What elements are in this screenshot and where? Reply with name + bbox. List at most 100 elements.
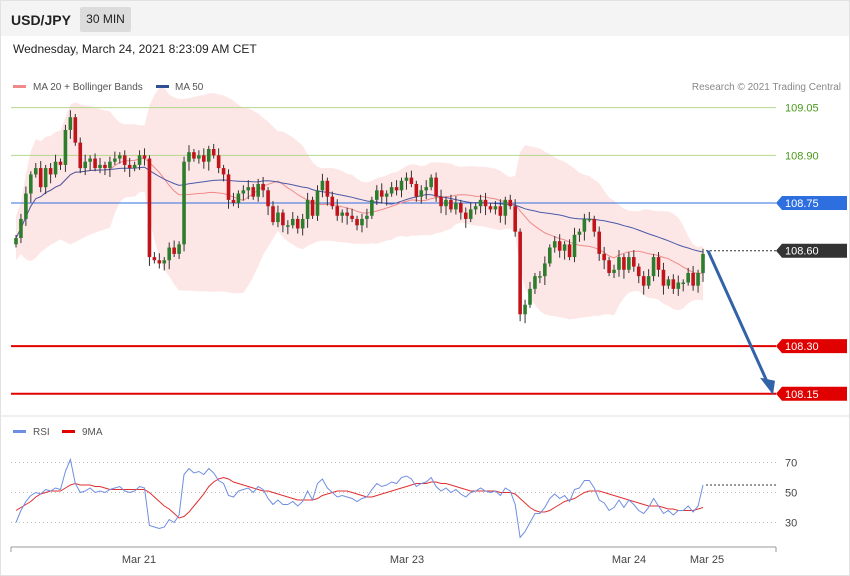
candle-body <box>251 187 256 197</box>
candle <box>552 236 557 253</box>
candle <box>53 154 58 178</box>
candle <box>676 275 681 296</box>
candle <box>142 148 147 166</box>
candle <box>162 257 167 271</box>
levels-layer: 109.05 108.90 108.75 108.60 108.30 108.15 <box>11 103 847 401</box>
candle-body <box>572 234 577 258</box>
time-tick-label: Mar 21 <box>122 554 156 566</box>
candle-body <box>701 253 705 273</box>
candle-body <box>38 168 43 188</box>
candle-body <box>463 212 468 219</box>
candle-body <box>152 257 157 261</box>
candle <box>290 211 295 229</box>
symbol-label: USD/JPY <box>11 12 71 28</box>
candle <box>305 192 310 228</box>
time-axis: Mar 21 Mar 23 Mar 24 Mar 25 <box>10 546 777 566</box>
current-price-label: 108.60 <box>785 246 819 258</box>
candlestick-layer <box>14 110 705 324</box>
candle <box>221 164 226 182</box>
candle-body <box>538 276 542 278</box>
resistance-label-108.90: 108.90 <box>785 150 819 162</box>
candle-body <box>281 212 285 226</box>
candle-body <box>612 269 616 273</box>
ma20-legend-label: MA 20 + Bollinger Bands <box>33 82 143 93</box>
candle <box>335 199 340 221</box>
candle <box>172 240 176 258</box>
candle-body <box>646 276 651 286</box>
candle <box>602 246 606 270</box>
candle-body <box>409 177 414 184</box>
ma20-legend-swatch <box>13 85 26 88</box>
candle <box>58 158 63 170</box>
support-label-108.30: 108.30 <box>785 341 819 353</box>
candle-body <box>350 215 354 219</box>
candle <box>132 161 137 172</box>
datetime-label: Wednesday, March 24, 2021 8:23:09 AM CET <box>13 42 257 56</box>
candle-body <box>290 218 295 226</box>
candle <box>572 227 577 263</box>
candle-body <box>177 244 181 254</box>
candle <box>48 162 53 184</box>
candle-body <box>108 161 112 169</box>
candle <box>157 253 162 269</box>
candle-body <box>493 206 498 210</box>
ma20-line <box>15 157 704 274</box>
candle <box>473 203 478 215</box>
candle-body <box>43 168 48 188</box>
candle <box>394 180 399 196</box>
candle <box>404 172 409 190</box>
candle-body <box>399 180 404 191</box>
candle <box>231 192 236 207</box>
candle <box>424 180 429 200</box>
candle <box>315 185 320 221</box>
support-tag-108.30 <box>776 339 847 354</box>
candle <box>24 186 28 226</box>
bollinger-band-layer <box>16 87 703 320</box>
candle-body <box>192 152 196 159</box>
candle <box>14 234 18 248</box>
candle-body <box>518 231 522 315</box>
candle-body <box>202 155 206 162</box>
timeframe-button[interactable]: 30 MIN <box>80 7 131 32</box>
candle-body <box>384 193 389 197</box>
candle <box>528 281 532 308</box>
candle-body <box>488 206 493 210</box>
candle-body <box>449 199 453 210</box>
candle <box>454 196 458 215</box>
candle <box>597 226 602 261</box>
candle-body <box>167 247 172 261</box>
candle <box>691 265 695 291</box>
rsi-legend-label: RSI <box>33 427 50 438</box>
candle <box>286 220 290 235</box>
candle-body <box>617 257 621 270</box>
candle <box>449 194 453 213</box>
candle-body <box>567 244 572 258</box>
candle-body <box>582 218 587 232</box>
candle-body <box>547 247 552 264</box>
candle-body <box>498 206 503 216</box>
candle <box>434 172 438 202</box>
candle-body <box>592 218 597 232</box>
candle <box>627 251 631 273</box>
candle <box>241 185 246 201</box>
candle <box>641 271 646 295</box>
candle <box>340 209 345 223</box>
candle <box>656 251 661 277</box>
candle <box>360 213 364 233</box>
candle <box>271 201 275 226</box>
candle <box>182 156 186 252</box>
candle <box>463 207 468 228</box>
candle <box>498 199 503 223</box>
candle <box>93 153 97 172</box>
candle <box>261 176 265 198</box>
candle-body <box>53 161 58 175</box>
candle <box>127 157 132 177</box>
candle <box>192 149 196 162</box>
time-tick-label: Mar 24 <box>612 554 646 566</box>
candle <box>19 213 23 244</box>
candle-body <box>127 164 132 169</box>
candle <box>399 177 404 198</box>
candle <box>646 269 651 289</box>
candle <box>117 152 122 164</box>
candle-body <box>528 288 532 305</box>
